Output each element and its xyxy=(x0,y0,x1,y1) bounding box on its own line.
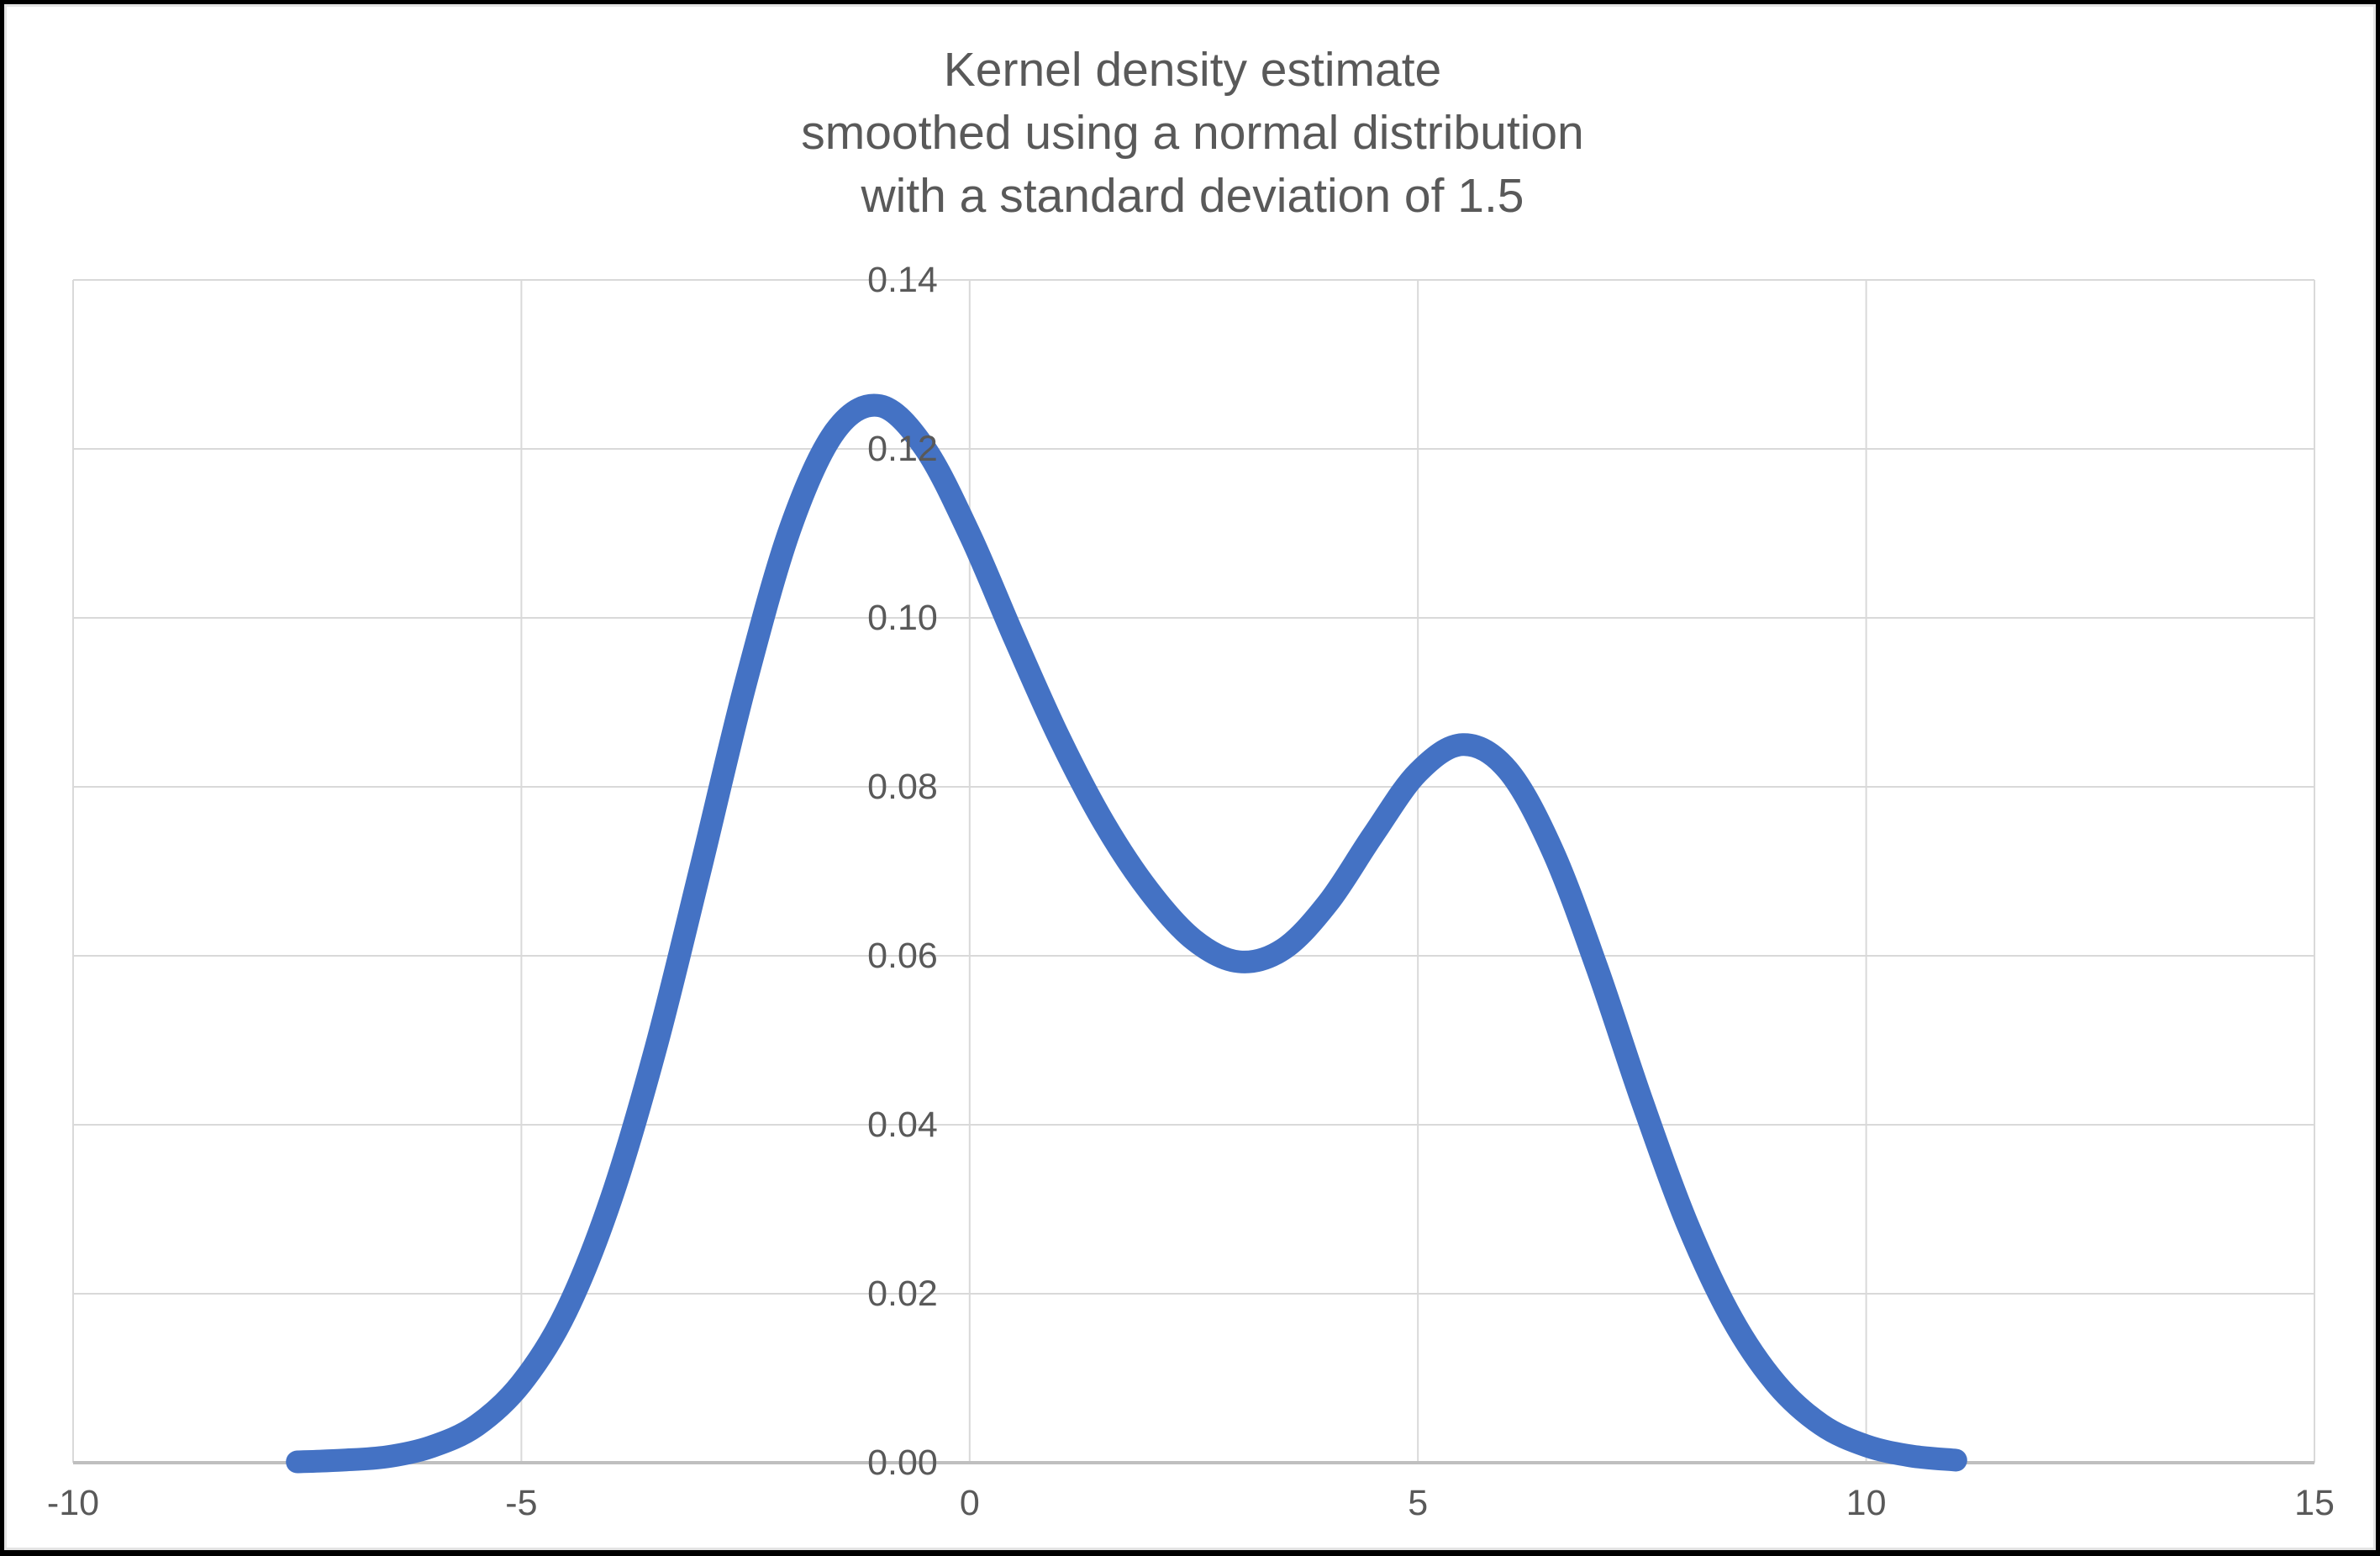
y-axis-tick-label: 0.10 xyxy=(867,598,938,638)
chart-title-line-2: smoothed using a normal distribution xyxy=(801,106,1584,160)
chart-area: Kernel density estimate smoothed using a… xyxy=(4,4,2376,1550)
x-axis-tick-label: -5 xyxy=(505,1483,538,1523)
chart-title-line-3: with a standard deviation of 1.5 xyxy=(861,169,1524,223)
kde-curve xyxy=(286,393,1967,1474)
chart-title-line-1: Kernel density estimate xyxy=(943,43,1442,97)
x-axis-tick-label: -10 xyxy=(46,1483,100,1523)
y-axis-tick-label: 0.06 xyxy=(867,936,938,976)
x-axis-tick-label: 0 xyxy=(959,1483,980,1523)
y-axis-tick-label: 0.12 xyxy=(867,429,938,469)
x-axis-tick-label: 10 xyxy=(1846,1483,1887,1523)
chart-title: Kernel density estimate smoothed using a… xyxy=(7,39,2378,228)
y-axis-tick-label: 0.14 xyxy=(867,260,938,300)
plot-area xyxy=(72,279,2315,1474)
x-axis-tick-label: 15 xyxy=(2294,1483,2335,1523)
y-axis-tick-label: 0.02 xyxy=(867,1274,938,1314)
y-axis-tick-label: 0.00 xyxy=(867,1443,938,1483)
y-axis-tick-label: 0.08 xyxy=(867,767,938,807)
x-axis-tick-label: 5 xyxy=(1408,1483,1429,1523)
y-axis-tick-label: 0.04 xyxy=(867,1105,938,1145)
